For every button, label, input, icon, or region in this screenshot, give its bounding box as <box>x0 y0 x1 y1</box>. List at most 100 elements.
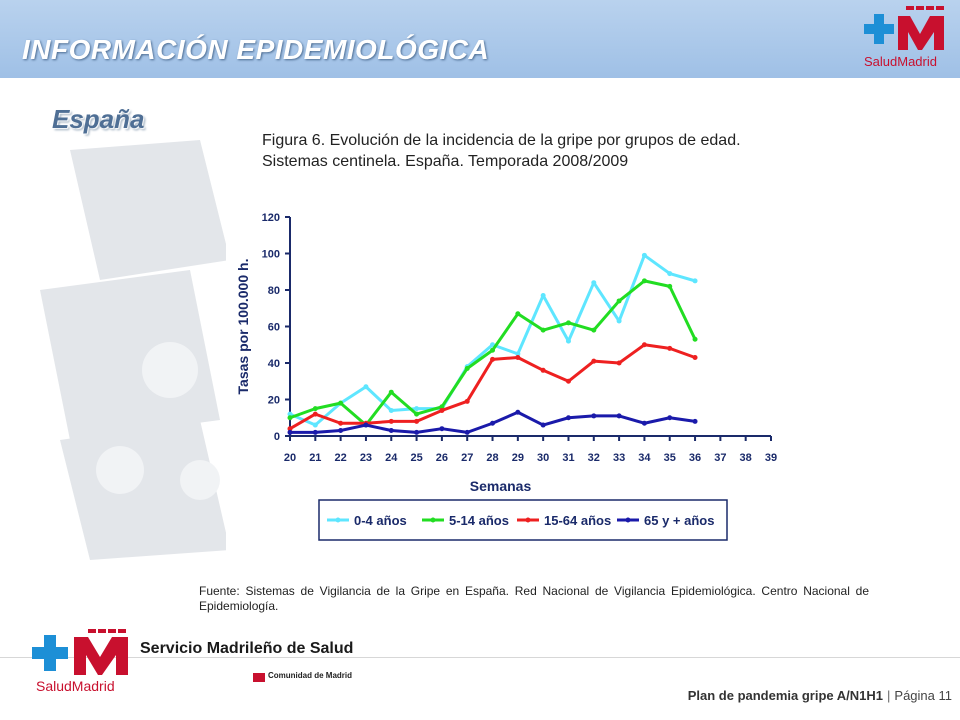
x-tick-label: 28 <box>486 452 498 464</box>
figure-title-line1: Figura 6. Evolución de la incidencia de … <box>262 132 741 149</box>
x-tick-label: 30 <box>537 452 549 464</box>
data-point-series-4 <box>540 422 546 428</box>
x-tick-label: 39 <box>765 452 777 464</box>
data-point-series-4 <box>616 413 622 419</box>
footer-separator: | <box>887 688 891 703</box>
y-tick-label: 60 <box>268 322 280 334</box>
data-point-series-3 <box>616 360 622 366</box>
data-point-series-4 <box>692 418 698 424</box>
x-axis-title: Semanas <box>470 478 532 494</box>
footer-plan: Plan de pandemia gripe A/N1H1 | Página 11 <box>688 688 952 703</box>
data-point-series-1 <box>565 338 571 344</box>
footer-salud-madrid-logo: SaludMadrid <box>32 629 128 694</box>
comunidad-madrid-label: Comunidad de Madrid <box>268 671 352 680</box>
data-point-series-3 <box>540 367 546 373</box>
data-point-series-4 <box>464 429 470 435</box>
data-point-series-2 <box>540 327 546 333</box>
x-tick-label: 34 <box>638 452 651 464</box>
figure-title: Figura 6. Evolución de la incidencia de … <box>262 130 741 172</box>
data-point-series-1 <box>616 318 622 324</box>
footer-org-name: Servicio Madrileño de Salud <box>140 640 354 657</box>
data-point-series-2 <box>439 404 445 410</box>
background-collage <box>40 140 230 560</box>
y-tick-label: 20 <box>268 395 280 407</box>
x-tick-label: 31 <box>562 452 574 464</box>
data-point-series-3 <box>287 426 293 432</box>
data-point-series-3 <box>515 355 521 361</box>
legend-label: 65 y + años <box>644 513 714 528</box>
data-point-series-4 <box>363 422 369 428</box>
data-point-series-4 <box>515 409 521 415</box>
data-point-series-3 <box>388 418 394 424</box>
data-point-series-3 <box>439 407 445 413</box>
data-point-series-2 <box>388 389 394 395</box>
data-point-series-2 <box>414 411 420 417</box>
y-tick-label: 80 <box>268 285 280 297</box>
data-point-series-4 <box>667 415 673 421</box>
section-title: España <box>52 104 145 134</box>
x-tick-label: 26 <box>436 452 448 464</box>
comunidad-madrid-mark <box>253 673 265 682</box>
data-point-series-3 <box>591 358 597 364</box>
data-point-series-3 <box>692 355 698 361</box>
data-point-series-3 <box>338 420 344 426</box>
page-title: INFORMACIÓN EPIDEMIOLÓGICA <box>22 34 490 65</box>
data-point-series-2 <box>490 347 496 353</box>
data-point-series-3 <box>490 356 496 362</box>
data-point-series-1 <box>641 252 647 258</box>
data-point-series-2 <box>667 283 673 289</box>
data-point-series-4 <box>641 420 647 426</box>
legend-label: 0-4 años <box>354 513 407 528</box>
data-point-series-4 <box>414 429 420 435</box>
data-point-series-4 <box>439 426 445 432</box>
x-tick-label: 23 <box>360 452 372 464</box>
x-tick-label: 22 <box>335 452 347 464</box>
data-point-series-4 <box>565 415 571 421</box>
data-point-series-1 <box>692 278 698 284</box>
legend-label: 5-14 años <box>449 513 509 528</box>
incidence-line-chart: 0 20 40 60 80 100 120 20 21 22 23 24 25 26 27 28 29 30 31 3… <box>235 212 777 541</box>
data-point-series-3 <box>667 345 673 351</box>
x-tick-label: 29 <box>512 452 524 464</box>
x-tick-label: 36 <box>689 452 701 464</box>
data-point-series-1 <box>667 271 673 277</box>
data-point-series-2 <box>616 298 622 304</box>
data-point-series-1 <box>388 407 394 413</box>
data-point-series-4 <box>312 429 318 435</box>
legend-swatch-marker <box>335 517 341 523</box>
x-tick-label: 35 <box>664 452 676 464</box>
data-point-series-2 <box>338 400 344 406</box>
y-axis-title: Tasas por 100.000 h. <box>235 259 251 395</box>
logo-text: SaludMadrid <box>864 54 937 69</box>
data-point-series-2 <box>641 278 647 284</box>
data-point-series-1 <box>287 411 293 417</box>
legend-swatch-marker <box>430 517 436 523</box>
x-tick-label: 27 <box>461 452 473 464</box>
x-tick-label: 32 <box>588 452 600 464</box>
x-tick-label: 33 <box>613 452 625 464</box>
salud-madrid-logo: SaludMadrid <box>864 6 944 69</box>
data-point-series-2 <box>287 415 293 421</box>
data-point-series-3 <box>565 378 571 384</box>
data-point-series-2 <box>312 406 318 412</box>
data-point-series-2 <box>515 311 521 317</box>
data-point-series-3 <box>641 342 647 348</box>
data-point-series-2 <box>464 365 470 371</box>
data-point-series-1 <box>312 422 318 428</box>
data-point-series-1 <box>414 406 420 412</box>
header-bar: INFORMACIÓN EPIDEMIOLÓGICA SaludMadrid <box>0 0 960 78</box>
x-tick-label: 38 <box>740 452 752 464</box>
x-tick-label: 20 <box>284 452 296 464</box>
data-point-series-2 <box>591 327 597 333</box>
x-tick-label: 25 <box>410 452 422 464</box>
legend-swatch-marker <box>525 517 531 523</box>
data-point-series-3 <box>312 411 318 417</box>
plan-title: Plan de pandemia gripe A/N1H1 <box>687 688 884 703</box>
data-point-series-1 <box>363 384 369 390</box>
footer-divider <box>0 657 960 658</box>
data-point-series-4 <box>490 420 496 426</box>
figure-title-line2: Sistemas centinela. España. Temporada 20… <box>262 153 629 170</box>
data-point-series-1 <box>540 292 546 298</box>
y-tick-label: 0 <box>274 431 280 443</box>
legend-swatch-marker <box>625 517 631 523</box>
